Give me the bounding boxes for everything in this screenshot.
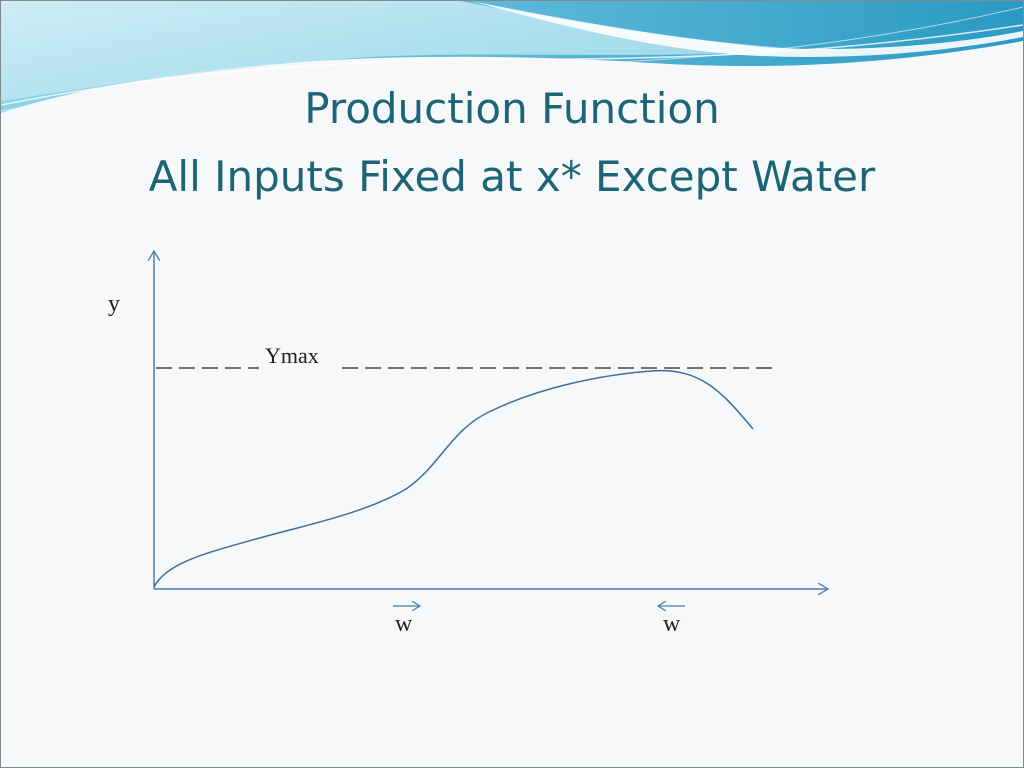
w-right-label: w — [663, 611, 681, 637]
production-curve — [153, 369, 754, 588]
y-axis-label: y — [108, 291, 120, 317]
ymax-label: Ymax — [265, 343, 319, 368]
header-wave-banner — [1, 1, 1023, 113]
slide-title-line-2: All Inputs Fixed at x* Except Water — [148, 152, 876, 201]
slide-title-line-1: Production Function — [304, 84, 720, 133]
w-left-label: w — [395, 611, 413, 637]
